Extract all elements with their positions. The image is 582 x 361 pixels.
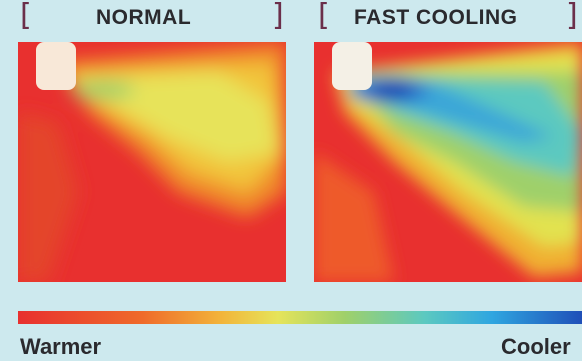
left-bracket-close: ]: [272, 0, 284, 33]
normal-title: NORMAL: [96, 6, 192, 29]
right-bracket-close: ]: [566, 0, 578, 33]
temperature-scale-bar: [18, 311, 582, 324]
left-bracket-open: [: [20, 0, 32, 33]
warmer-label: Warmer: [20, 334, 102, 359]
fast-cooling-vent-highlight: [332, 42, 372, 90]
normal-heatmap: [18, 42, 286, 282]
cooler-label: Cooler: [501, 334, 571, 359]
right-bracket-open: [: [318, 0, 330, 33]
normal-vent-highlight: [36, 42, 76, 90]
fast-cooling-heatmap: [314, 42, 582, 282]
fast-cooling-title: FAST COOLING: [354, 6, 518, 29]
